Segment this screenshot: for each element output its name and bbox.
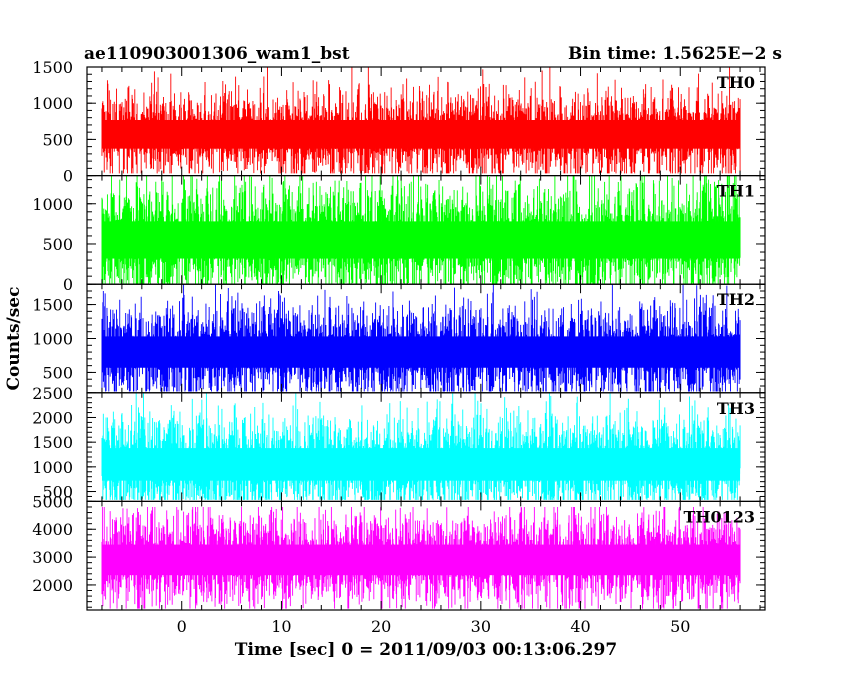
x-tick-label: 40 <box>570 617 590 636</box>
y-tick-label: 1500 <box>32 58 73 77</box>
y-tick-label: 1000 <box>32 330 73 349</box>
panel-label-th3: TH3 <box>717 399 755 418</box>
series-trace-th3 <box>101 392 741 500</box>
axis-ticks <box>87 66 765 610</box>
x-tick-label: 0 <box>177 617 187 636</box>
series-trace-th2 <box>101 284 741 392</box>
x-tick-label: 50 <box>670 617 690 636</box>
x-axis-title: Time [sec] 0 = 2011/09/03 00:13:06.297 <box>235 640 617 660</box>
panel-label-th0123: TH0123 <box>683 507 755 526</box>
x-tick-label: 30 <box>471 617 491 636</box>
y-tick-label: 3000 <box>32 548 73 567</box>
panel-label-th2: TH2 <box>717 290 755 309</box>
series-traces <box>101 67 741 609</box>
y-tick-label: 1500 <box>32 433 73 452</box>
y-tick-label: 0 <box>63 167 73 186</box>
y-axis-title: Counts/sec <box>4 287 24 391</box>
chart-title-left: ae110903001306_wam1_bst <box>84 44 350 64</box>
y-tick-label: 2000 <box>32 576 73 595</box>
y-tick-label: 1000 <box>32 458 73 477</box>
x-tick-label: 10 <box>271 617 291 636</box>
y-tick-label: 5000 <box>32 492 73 511</box>
series-trace-th0123 <box>101 506 741 609</box>
y-tick-label: 500 <box>42 235 73 254</box>
y-tick-label: 4000 <box>32 520 73 539</box>
y-tick-label: 2500 <box>32 384 73 403</box>
y-tick-label: 1000 <box>32 195 73 214</box>
y-tick-label: 500 <box>42 363 73 382</box>
y-tick-label: 500 <box>42 130 73 149</box>
y-tick-label: 2000 <box>32 408 73 427</box>
y-tick-label: 500 <box>42 483 73 502</box>
panel-label-th1: TH1 <box>717 182 755 201</box>
chart-title-right: Bin time: 1.5625E−2 s <box>568 44 782 64</box>
panel-label-th0: TH0 <box>717 73 755 92</box>
y-tick-label: 1000 <box>32 94 73 113</box>
y-tick-label: 0 <box>63 275 73 294</box>
panel-frame-th0123 <box>86 500 766 611</box>
series-trace-th0 <box>101 67 741 174</box>
series-trace-th1 <box>101 175 741 284</box>
y-tick-label: 1500 <box>32 296 73 315</box>
x-tick-label: 20 <box>371 617 391 636</box>
